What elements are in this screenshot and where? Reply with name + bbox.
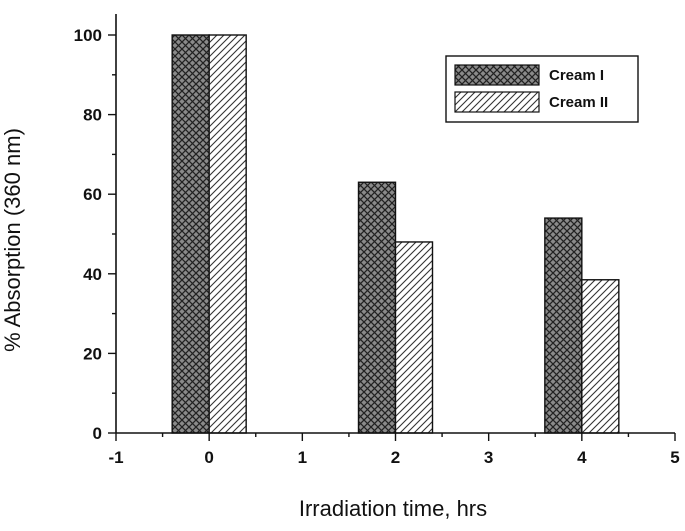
- axes-group: -1 0 1 2 3 4 5 0 20 40 60 80 100: [74, 14, 680, 467]
- bar-cream-i-2: [357, 181, 397, 434]
- bar-cream-ii-0: [208, 34, 247, 434]
- legend-label-cream-ii: Cream II: [549, 94, 608, 111]
- y-tick-label: 60: [83, 185, 102, 204]
- bar-cream-i-0: [171, 34, 210, 434]
- bar-cream-ii-4: [581, 279, 620, 434]
- bar-cream-ii-2: [394, 241, 434, 434]
- legend-swatch-cream-ii: [454, 91, 540, 113]
- x-tick-label: 4: [577, 448, 587, 467]
- bar-cream-i-4: [544, 217, 583, 434]
- x-tick-label: 0: [204, 448, 213, 467]
- legend-label-cream-i: Cream I: [549, 67, 604, 84]
- y-tick-label: 0: [93, 424, 102, 443]
- x-axis-title: Irradiation time, hrs: [299, 496, 487, 521]
- y-tick-label: 100: [74, 26, 102, 45]
- x-tick-label: 5: [670, 448, 679, 467]
- x-tick-label: -1: [108, 448, 123, 467]
- x-tick-label: 3: [484, 448, 493, 467]
- y-axis-title: % Absorption (360 nm): [0, 128, 25, 352]
- y-tick-label: 20: [83, 344, 102, 363]
- bars-group: [171, 34, 620, 434]
- legend-swatch-cream-i: [454, 64, 540, 86]
- y-tick-label: 80: [83, 106, 102, 125]
- y-tick-label: 40: [83, 265, 102, 284]
- x-tick-label: 2: [391, 448, 400, 467]
- legend: Cream I Cream II: [445, 55, 639, 123]
- x-tick-label: 1: [298, 448, 307, 467]
